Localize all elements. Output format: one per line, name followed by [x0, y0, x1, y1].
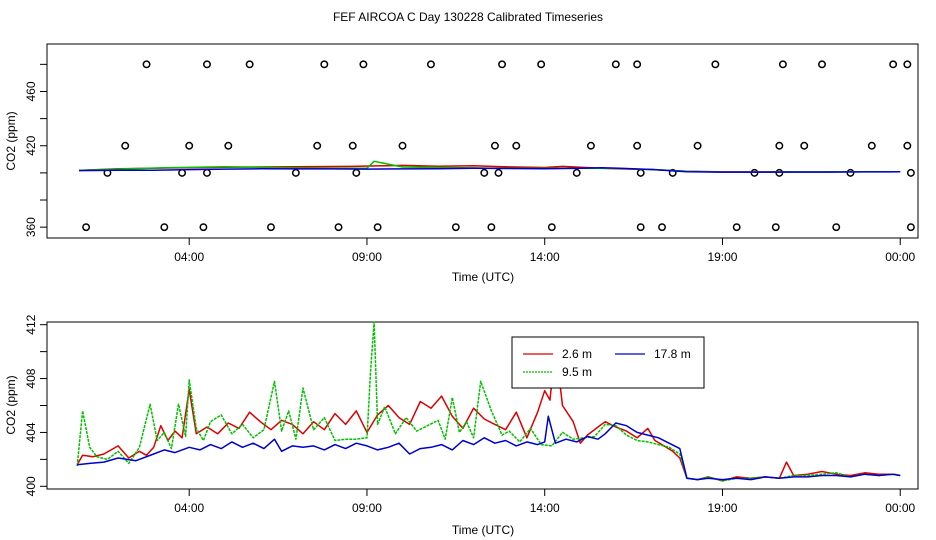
flag-point — [494, 168, 503, 177]
flag-point — [352, 168, 361, 177]
panel-1-xtick-label: 14:00 — [530, 250, 560, 264]
panel-1-xlabel: Time (UTC) — [452, 270, 514, 284]
panel-2-xtick-label: 19:00 — [707, 501, 737, 515]
flag-point — [185, 141, 194, 150]
panel-2-series-9.5m — [76, 321, 901, 482]
panel-2-xtick-label: 14:00 — [530, 501, 560, 515]
panel-2-ytick-label: 408 — [24, 368, 38, 388]
panel-1-xtick-label: 19:00 — [707, 250, 737, 264]
flag-point — [334, 223, 343, 232]
flag-point — [750, 168, 759, 177]
flag-point — [320, 60, 329, 69]
flag-point — [427, 60, 435, 69]
flag-point — [572, 168, 581, 177]
figure-title: FEF AIRCOA C Day 130228 Calibrated Times… — [333, 10, 603, 24]
flag-point — [800, 141, 809, 150]
flag-point — [490, 141, 499, 150]
flag-point — [846, 168, 855, 177]
flag-point — [611, 60, 620, 69]
legend: 2.6 m 17.8 m 9.5 m — [511, 336, 705, 389]
panel-2-series-2.6m — [76, 344, 901, 482]
flag-point — [668, 168, 677, 177]
panel-2-series-17.8m — [77, 415, 901, 481]
flag-point — [889, 60, 898, 69]
panel-2-ytick-label: 400 — [24, 476, 38, 496]
flag-point — [398, 141, 407, 150]
panel-2: 400 404 408 412 04:00 09:00 14:00 19:00 00:00 T… — [4, 314, 919, 537]
flag-point — [160, 223, 169, 232]
flag-point — [903, 60, 912, 69]
panel-1-ytick-label: 460 — [24, 81, 38, 101]
panel-2-ylabel: CO2 (ppm) — [4, 375, 18, 434]
panel-2-xlabel: Time (UTC) — [452, 523, 514, 537]
flag-point — [658, 223, 666, 232]
flag-point — [633, 141, 642, 150]
panel-1-frame — [46, 43, 919, 239]
flag-point — [867, 141, 876, 150]
flag-point — [818, 60, 826, 69]
panel-2-xtick-label: 00:00 — [885, 501, 915, 515]
flag-point — [82, 223, 91, 232]
panel-1-series-17.8m — [78, 166, 901, 173]
flag-point — [906, 168, 915, 177]
panel-1: 360 420 460 04:00 09:00 14:00 19:00 00:00 Time… — [4, 43, 919, 284]
panel-2-xtick-label: 09:00 — [352, 501, 382, 515]
panel-1-ytick-label: 360 — [24, 217, 38, 237]
panel-1-xtick-label: 09:00 — [352, 250, 382, 264]
panel-1-ylabel: CO2 (ppm) — [4, 111, 18, 170]
legend-label-9.5m: 9.5 m — [562, 365, 592, 379]
flag-point — [693, 141, 702, 150]
flag-point — [373, 223, 382, 232]
flag-point — [142, 60, 151, 69]
flag-point — [586, 141, 595, 150]
flag-point — [451, 223, 460, 232]
flag-point — [245, 60, 254, 69]
flag-point — [291, 168, 300, 177]
flag-point — [903, 141, 912, 150]
panel-2-ytick-label: 412 — [24, 314, 38, 334]
legend-label-2.6m: 2.6 m — [562, 347, 592, 361]
legend-box — [511, 336, 705, 389]
flag-point — [832, 223, 841, 232]
flag-point — [633, 60, 642, 69]
flag-point — [636, 223, 645, 232]
flag-point — [778, 60, 787, 69]
flag-point — [636, 168, 645, 177]
flag-point — [906, 223, 915, 232]
flag-point — [203, 168, 211, 177]
flag-point — [547, 223, 556, 232]
flag-point — [178, 168, 187, 177]
flag-point — [775, 168, 784, 177]
flag-point — [480, 168, 489, 177]
flag-point — [348, 141, 357, 150]
flag-point — [498, 60, 507, 69]
flag-point — [199, 223, 208, 232]
panel-1-ytick-label: 420 — [24, 135, 38, 155]
panel-1-xtick-label: 00:00 — [885, 250, 915, 264]
panel-2-xtick-label: 04:00 — [174, 501, 204, 515]
flag-point — [487, 223, 496, 232]
flag-point — [775, 141, 784, 150]
panel-2-ytick-label: 404 — [24, 422, 38, 442]
flag-point — [224, 141, 233, 150]
flag-point — [359, 60, 368, 69]
flag-point — [512, 141, 521, 150]
flag-point — [732, 223, 741, 232]
flag-point — [537, 60, 546, 69]
flag-point — [203, 60, 211, 69]
panel-1-xtick-label: 04:00 — [174, 250, 204, 264]
flag-point — [313, 141, 322, 150]
flag-point — [121, 141, 130, 150]
legend-label-17.8m: 17.8 m — [654, 347, 691, 361]
flag-point — [711, 60, 720, 69]
flag-point — [771, 223, 780, 232]
flag-point — [267, 223, 275, 232]
